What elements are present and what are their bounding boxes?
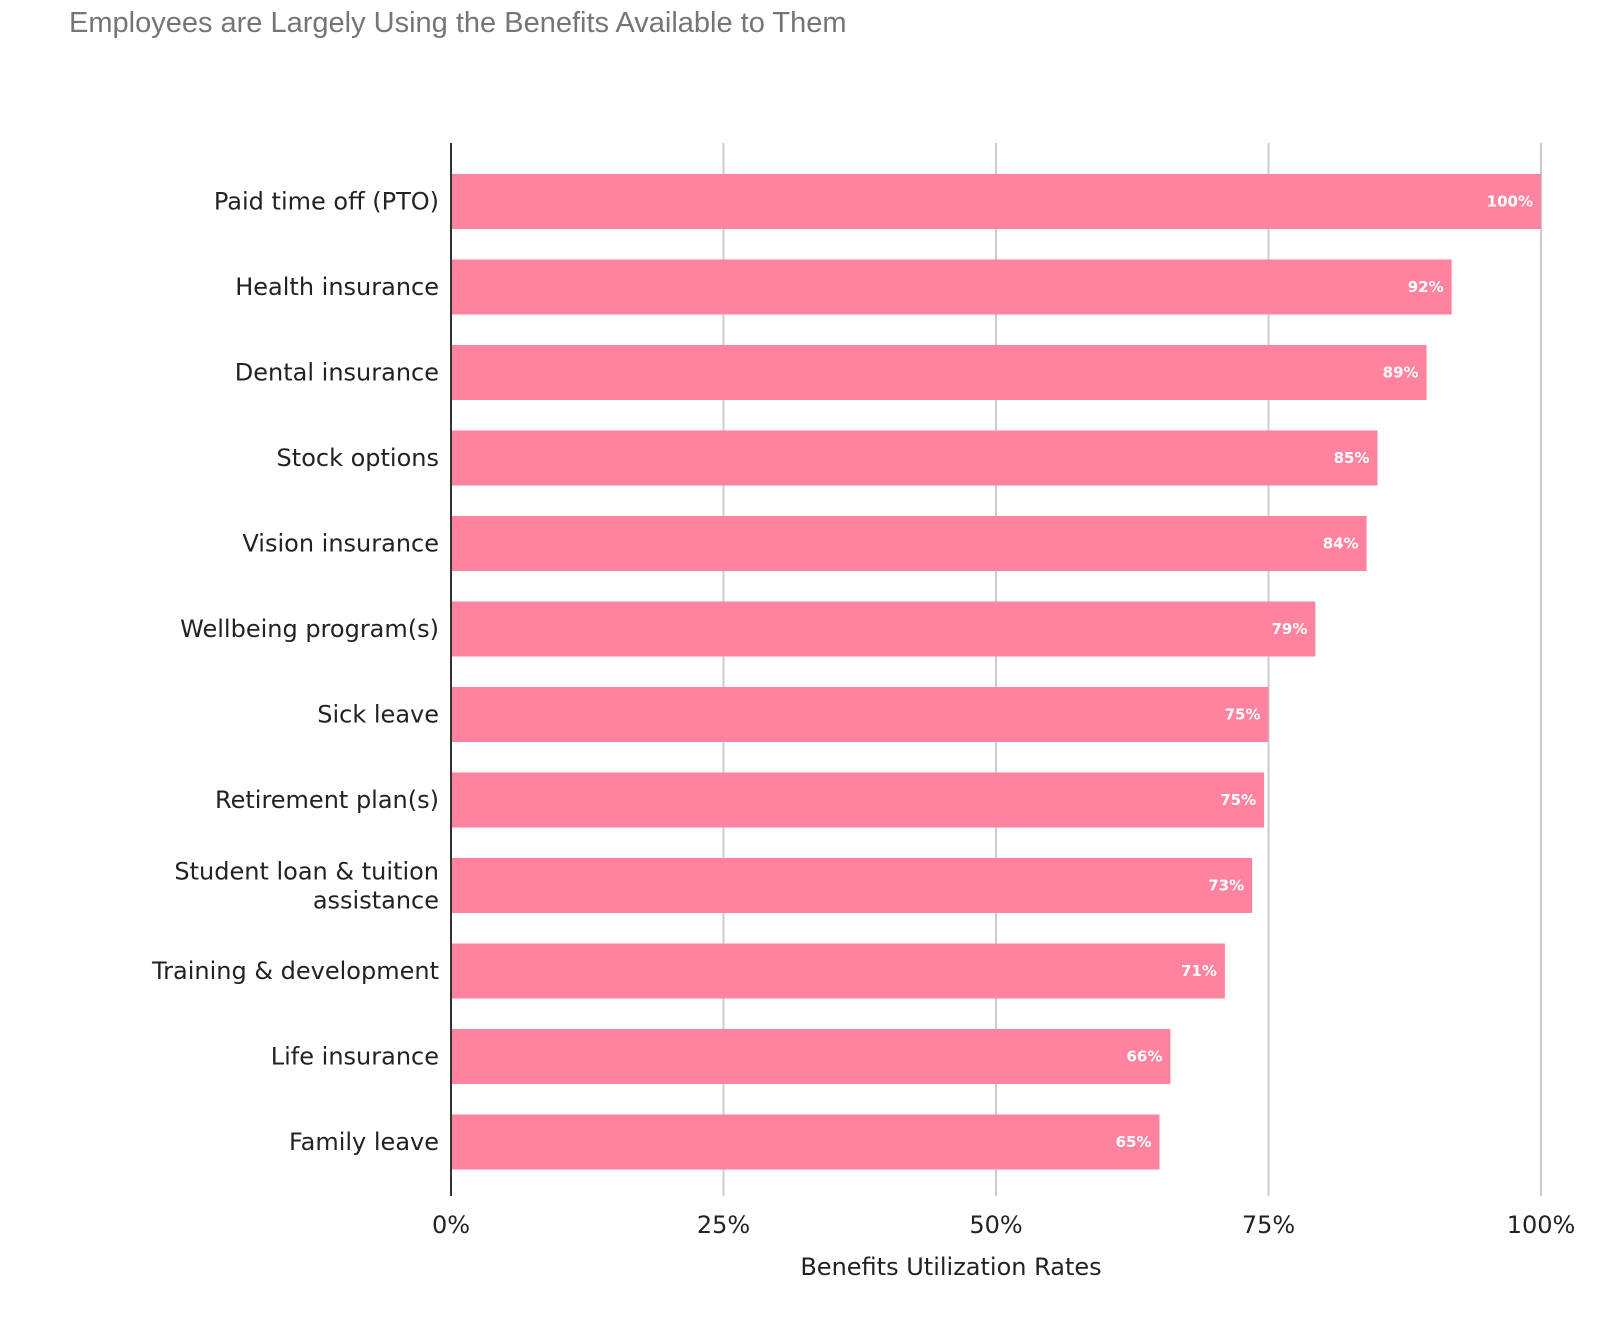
bar-data-label: 73%: [1208, 877, 1244, 895]
category-label: Paid time off (PTO): [214, 188, 439, 216]
gridlines: [722, 143, 1542, 1196]
bar: [451, 687, 1269, 742]
bar-data-label: 65%: [1116, 1133, 1152, 1151]
bar-data-label: 75%: [1220, 791, 1256, 809]
bar: [451, 430, 1378, 486]
bar: [451, 516, 1367, 571]
bar-data-label: 75%: [1225, 706, 1261, 724]
category-label: Student loan & tuition assistance: [174, 858, 439, 915]
bars: 100% 92% 89% 85% 84% 79% 75% 75% 73% 71% 66% 65%: [451, 174, 1541, 1170]
category-label: Vision insurance: [242, 530, 439, 558]
category-labels: Paid time off (PTO) Health insurance Denta…: [151, 188, 439, 1157]
category-label: Life insurance: [271, 1043, 439, 1071]
x-tick-label: 50%: [969, 1211, 1022, 1239]
x-tick-label: 25%: [697, 1211, 750, 1239]
category-label: Dental insurance: [235, 359, 439, 387]
bar-data-label: 66%: [1126, 1048, 1162, 1066]
bar: [451, 943, 1225, 999]
bar-data-label: 92%: [1408, 278, 1444, 296]
bar: [451, 345, 1427, 400]
category-label: Wellbeing program(s): [180, 615, 439, 643]
category-label: Retirement plan(s): [215, 786, 439, 814]
x-tick-labels: 0% 25% 50% 75% 100%: [432, 1211, 1575, 1239]
chart-title: Employees are Largely Using the Benefits…: [69, 7, 847, 39]
bar: [451, 772, 1265, 828]
category-label: Training & development: [151, 957, 439, 985]
bar: [451, 259, 1452, 315]
category-label: Family leave: [289, 1128, 439, 1156]
bar: [451, 174, 1541, 229]
x-axis-title: Benefits Utilization Rates: [800, 1253, 1101, 1281]
bar-data-label: 84%: [1323, 535, 1359, 553]
bar: [451, 601, 1316, 657]
category-label: Health insurance: [235, 273, 439, 301]
bar-data-label: 100%: [1487, 193, 1533, 211]
bar: [451, 1029, 1171, 1084]
category-label: Stock options: [277, 444, 439, 472]
bar-data-label: 71%: [1181, 962, 1217, 980]
category-label: Sick leave: [317, 701, 439, 729]
x-tick-label: 75%: [1242, 1211, 1295, 1239]
bar: [451, 1114, 1160, 1170]
bar-data-label: 79%: [1271, 620, 1307, 638]
x-tick-label: 0%: [432, 1211, 470, 1239]
x-tick-label: 100%: [1507, 1211, 1576, 1239]
bar: [451, 858, 1253, 913]
bar-data-label: 85%: [1334, 449, 1370, 467]
bar-data-label: 89%: [1383, 364, 1419, 382]
